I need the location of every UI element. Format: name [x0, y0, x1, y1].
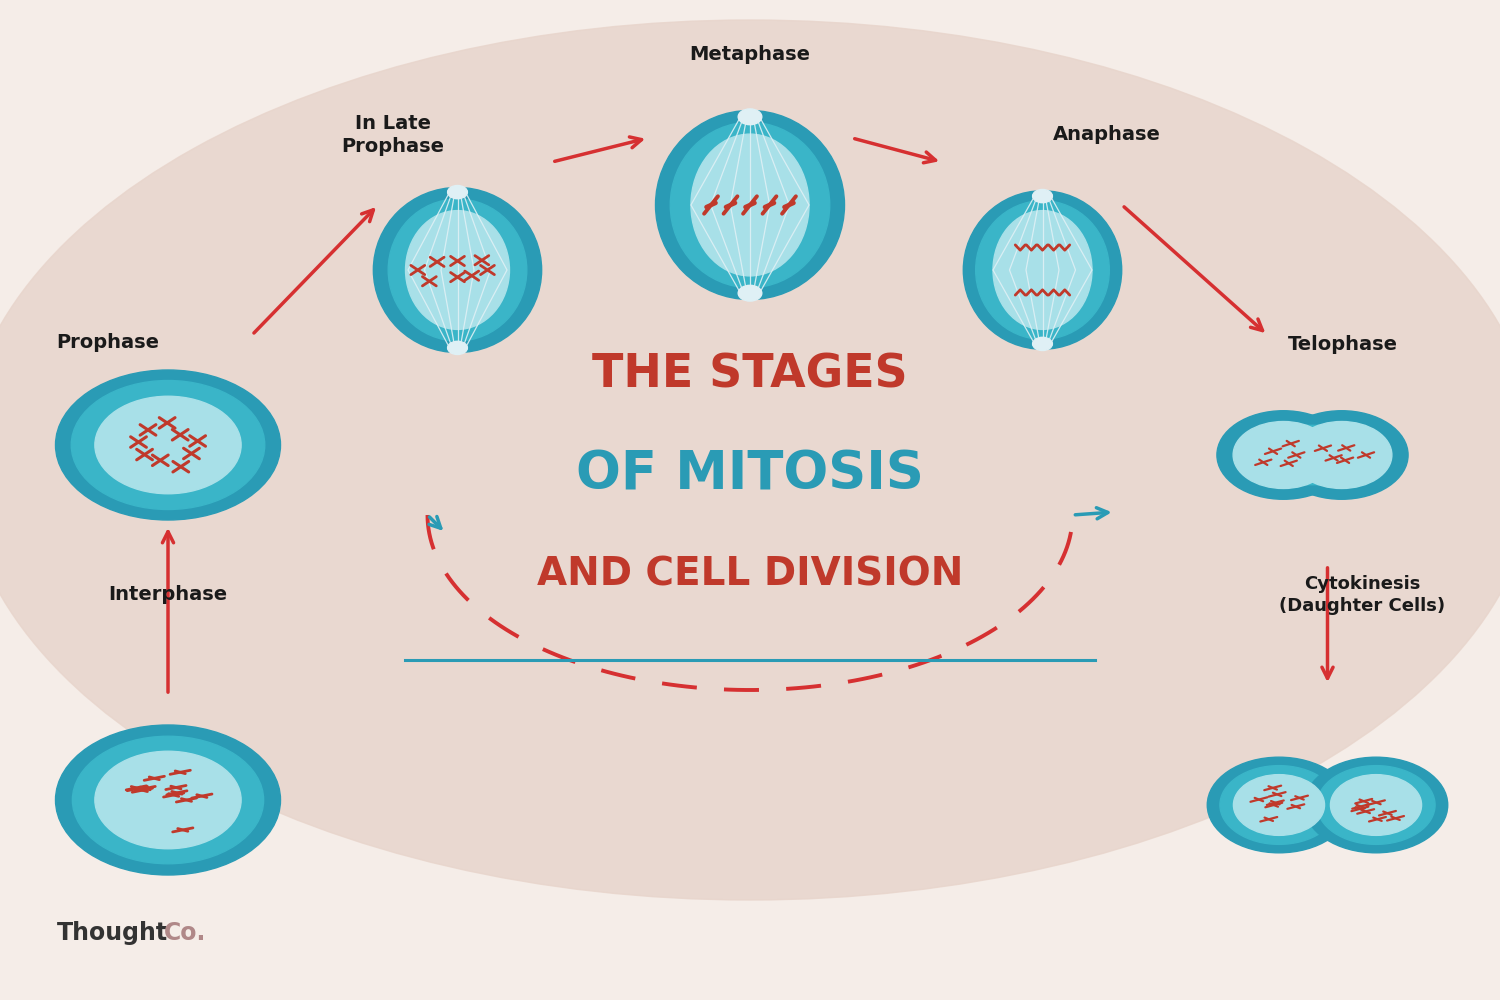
- Circle shape: [72, 736, 264, 864]
- Circle shape: [1233, 775, 1324, 835]
- Circle shape: [56, 370, 280, 520]
- Circle shape: [1208, 757, 1350, 853]
- Circle shape: [1275, 411, 1408, 499]
- Text: In Late
Prophase: In Late Prophase: [342, 114, 444, 156]
- Circle shape: [94, 751, 242, 849]
- Ellipse shape: [1239, 425, 1386, 485]
- Ellipse shape: [963, 191, 1122, 349]
- Text: Telophase: Telophase: [1287, 336, 1398, 355]
- Circle shape: [738, 109, 762, 125]
- Ellipse shape: [975, 201, 1110, 339]
- Circle shape: [447, 186, 468, 199]
- Circle shape: [738, 285, 762, 301]
- Text: Prophase: Prophase: [57, 332, 159, 352]
- Ellipse shape: [405, 211, 510, 329]
- Ellipse shape: [0, 20, 1500, 900]
- Circle shape: [72, 380, 264, 510]
- Circle shape: [1032, 337, 1053, 351]
- Text: Cytokinesis
(Daughter Cells): Cytokinesis (Daughter Cells): [1280, 575, 1444, 615]
- Circle shape: [56, 725, 280, 875]
- Ellipse shape: [388, 199, 526, 341]
- Text: Co.: Co.: [164, 921, 206, 945]
- Circle shape: [1216, 411, 1350, 499]
- Ellipse shape: [374, 188, 542, 353]
- Ellipse shape: [993, 211, 1092, 329]
- Circle shape: [94, 396, 242, 494]
- Text: Anaphase: Anaphase: [1053, 125, 1161, 144]
- Circle shape: [447, 341, 468, 354]
- Circle shape: [1305, 757, 1448, 853]
- Text: OF MITOSIS: OF MITOSIS: [576, 449, 924, 501]
- Ellipse shape: [670, 122, 830, 288]
- Text: Thought: Thought: [57, 921, 168, 945]
- Text: THE STAGES: THE STAGES: [592, 353, 908, 397]
- Circle shape: [1292, 422, 1392, 488]
- Circle shape: [1317, 766, 1436, 844]
- Ellipse shape: [692, 134, 808, 276]
- Circle shape: [1220, 766, 1338, 844]
- Circle shape: [1330, 775, 1422, 835]
- Circle shape: [1032, 189, 1053, 203]
- Ellipse shape: [656, 110, 844, 300]
- Text: Metaphase: Metaphase: [690, 45, 810, 64]
- Circle shape: [1233, 422, 1334, 488]
- Text: Interphase: Interphase: [108, 585, 228, 604]
- Text: AND CELL DIVISION: AND CELL DIVISION: [537, 556, 963, 594]
